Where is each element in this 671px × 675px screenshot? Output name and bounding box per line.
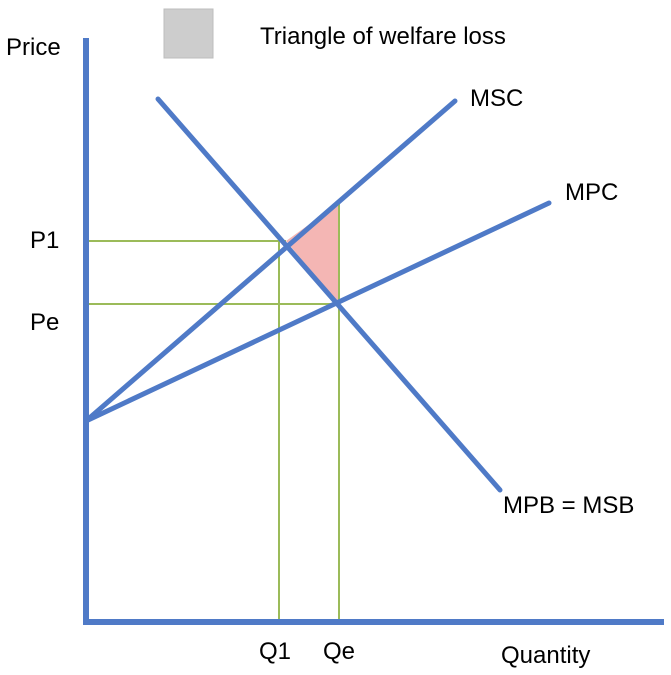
welfare-loss-triangle [286,203,339,304]
legend-swatch [163,8,214,59]
y-axis-label: Price [6,34,61,61]
q1-label: Q1 [259,638,291,665]
legend-label: Triangle of welfare loss [260,23,506,50]
mpc-curve [83,200,552,424]
mpb-msb-label: MPB = MSB [503,492,634,519]
mpb-msb-curve [155,96,503,493]
mpc-label: MPC [565,179,618,206]
msc-label: MSC [470,85,523,112]
p1-label: P1 [30,227,59,254]
qe-label: Qe [323,638,355,665]
pe-label: Pe [30,309,59,336]
msc-curve [83,98,458,424]
x-axis-label: Quantity [501,642,590,669]
